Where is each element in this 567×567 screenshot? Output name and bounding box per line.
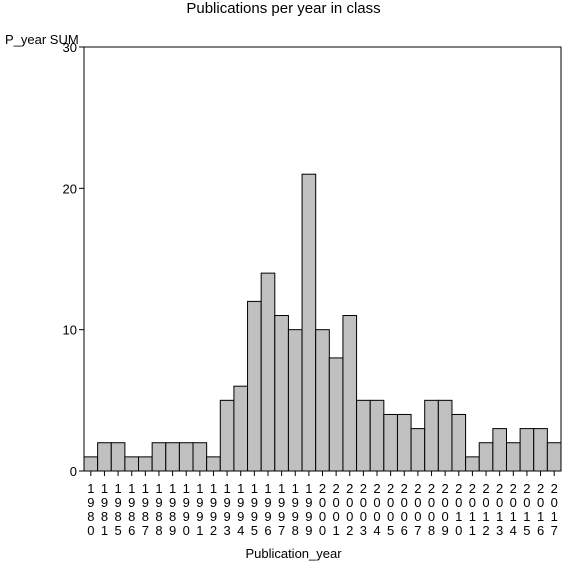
x-axis: 1 9 8 0 1 9 8 1 1 9 8 5 1 9 8 6 1 9 8 7 1 9 8 8 1 9 8 9 1 9 9 0 1 9 9 1 1 9 9 2… bbox=[87, 471, 558, 538]
bar-2012 bbox=[478, 442, 494, 472]
bar-2001 bbox=[328, 357, 344, 472]
bar-1997 bbox=[274, 315, 289, 472]
bar-2005 bbox=[383, 413, 398, 472]
y-tick-label-30: 30 bbox=[63, 40, 77, 55]
bar-2002 bbox=[342, 315, 358, 472]
chart-title: Publications per year in class bbox=[186, 0, 381, 17]
bar-1990 bbox=[178, 442, 194, 472]
bar-2009 bbox=[437, 399, 453, 472]
bar-1994 bbox=[233, 385, 249, 472]
bar-1987 bbox=[138, 456, 153, 472]
bar-1996 bbox=[260, 272, 276, 472]
bar-1992 bbox=[206, 456, 221, 472]
bar-1999 bbox=[301, 173, 317, 472]
bar-2017 bbox=[546, 442, 562, 472]
bar-1985 bbox=[110, 442, 126, 472]
bar-2014 bbox=[505, 442, 521, 472]
x-axis-label: Publication_year bbox=[245, 546, 342, 561]
bar-2010 bbox=[451, 413, 467, 472]
y-axis: 0 10 20 30 bbox=[63, 40, 84, 479]
bar-1993 bbox=[219, 399, 235, 472]
bar-2011 bbox=[465, 456, 480, 472]
bar-2016 bbox=[533, 428, 548, 472]
y-tick-label-20: 20 bbox=[63, 181, 77, 196]
bar-1991 bbox=[192, 442, 208, 472]
bar-2007 bbox=[410, 428, 426, 472]
bar-1986 bbox=[124, 456, 140, 472]
bar-2000 bbox=[315, 329, 330, 472]
bar-1989 bbox=[165, 442, 180, 472]
bar-2003 bbox=[356, 399, 371, 472]
bar-1995 bbox=[247, 300, 262, 472]
bar-2008 bbox=[424, 399, 439, 472]
bar-1988 bbox=[151, 442, 167, 472]
y-tick-label-0: 0 bbox=[70, 464, 77, 479]
bar-2004 bbox=[369, 399, 385, 472]
y-tick-label-10: 10 bbox=[63, 323, 77, 338]
bars-group bbox=[83, 173, 562, 472]
bar-2006 bbox=[396, 413, 412, 472]
bar-1980 bbox=[83, 456, 99, 472]
bar-1998 bbox=[287, 329, 303, 472]
bar-1981 bbox=[97, 442, 112, 472]
bar-2013 bbox=[492, 428, 507, 472]
bar-2015 bbox=[519, 428, 535, 472]
y-axis-label: P_year SUM bbox=[5, 32, 79, 47]
